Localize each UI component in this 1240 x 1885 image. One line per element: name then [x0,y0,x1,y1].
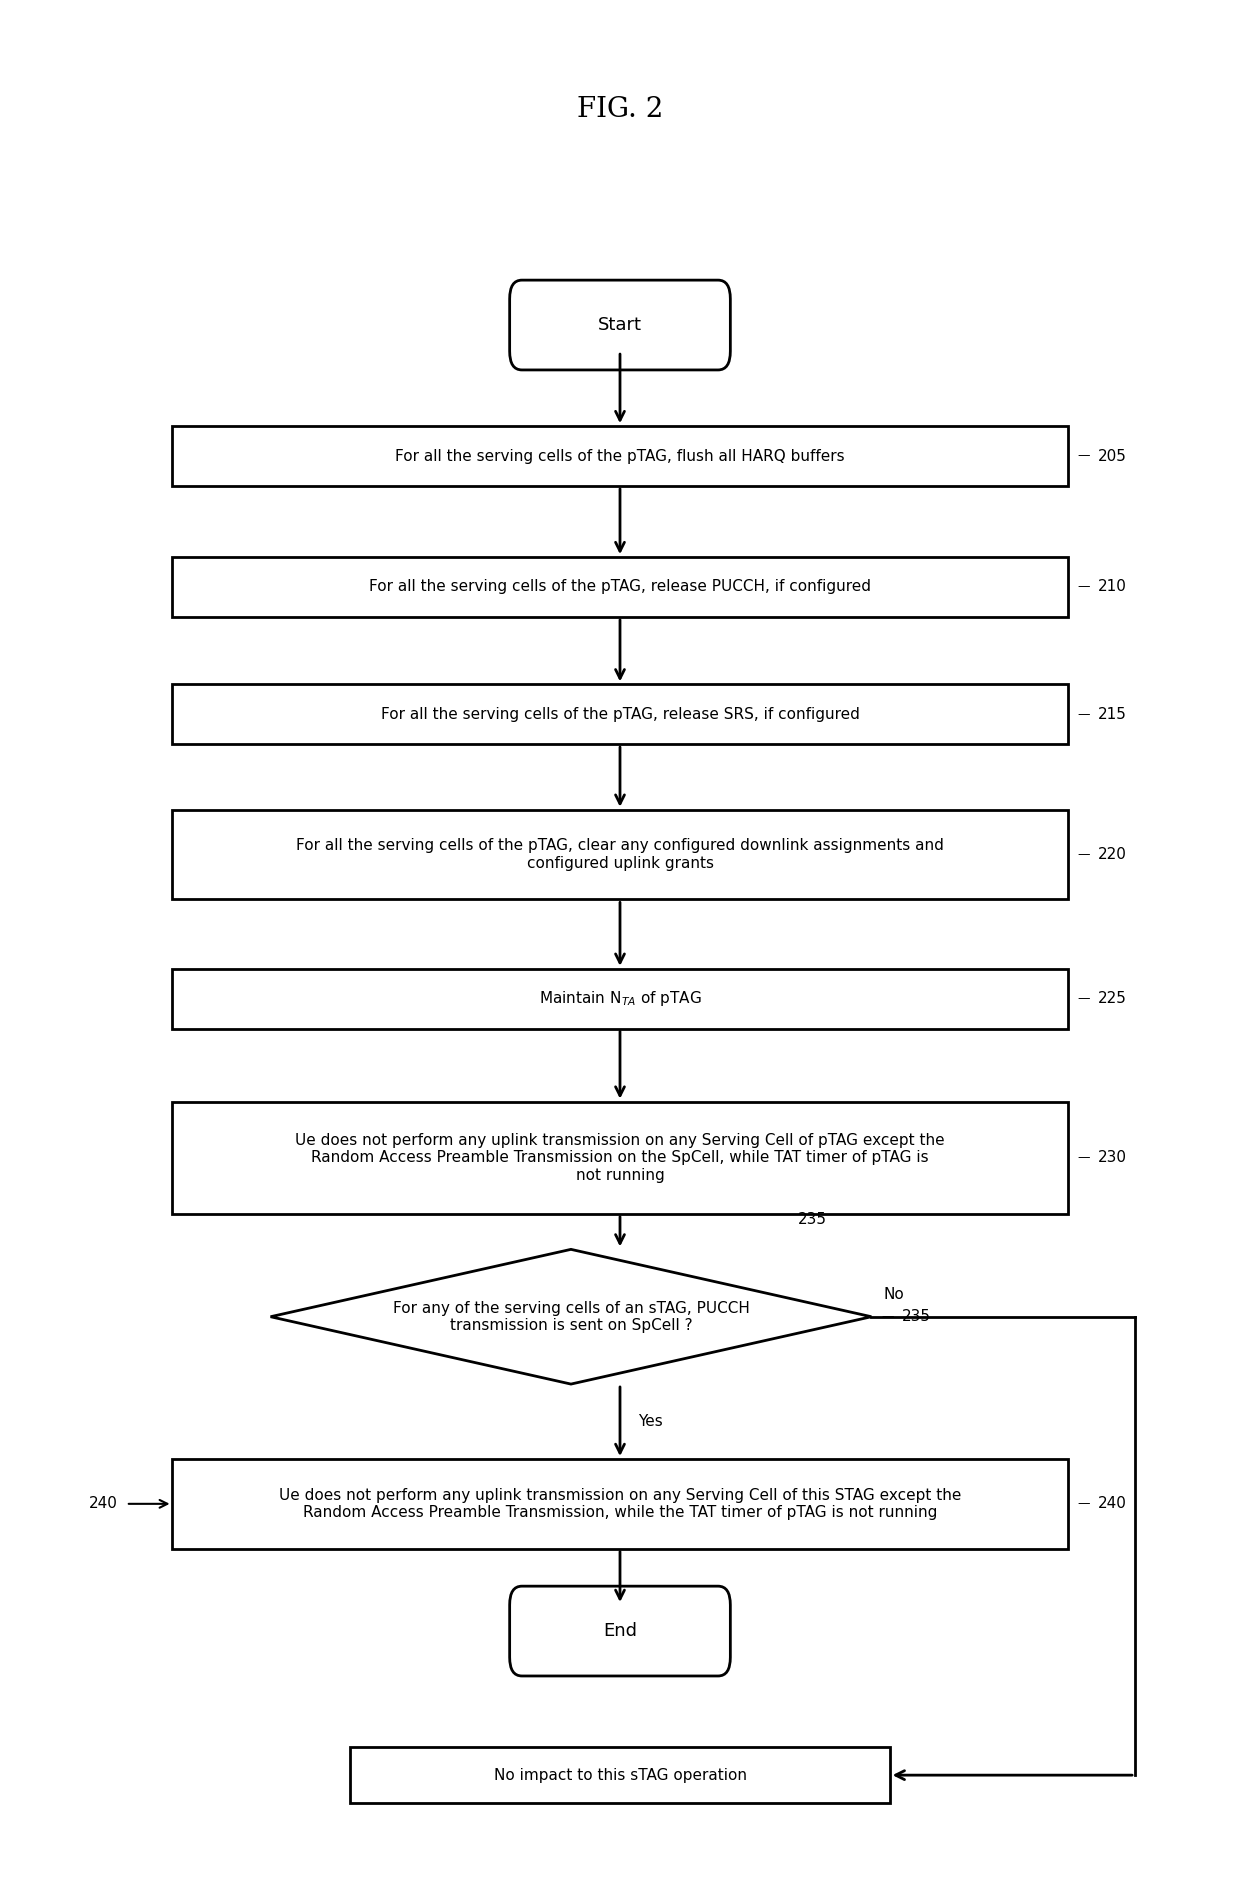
Text: Maintain N$_{TA}$ of pTAG: Maintain N$_{TA}$ of pTAG [538,990,702,1008]
Bar [172,969,1068,1029]
Text: For all the serving cells of the pTAG, clear any configured downlink assignments: For all the serving cells of the pTAG, c… [296,839,944,871]
Text: Yes: Yes [639,1414,663,1429]
Text: For all the serving cells of the pTAG, release PUCCH, if configured: For all the serving cells of the pTAG, r… [370,579,870,594]
Bar [172,684,1068,745]
Text: Start: Start [598,317,642,334]
Text: 240: 240 [1099,1497,1127,1512]
Text: For all the serving cells of the pTAG, flush all HARQ buffers: For all the serving cells of the pTAG, f… [396,449,844,464]
Text: 220: 220 [1099,846,1127,861]
Bar [172,558,1068,616]
Text: Ue does not perform any uplink transmission on any Serving Cell of pTAG except t: Ue does not perform any uplink transmiss… [295,1133,945,1182]
Text: 230: 230 [1099,1150,1127,1165]
Text: —: — [1078,707,1090,720]
Bar [172,1459,1068,1549]
FancyBboxPatch shape [510,281,730,369]
Text: 235: 235 [901,1310,931,1325]
Text: FIG. 2: FIG. 2 [577,96,663,123]
Text: —: — [882,1310,894,1323]
Bar [350,1747,890,1804]
FancyBboxPatch shape [510,1585,730,1676]
Text: —: — [1078,1497,1090,1510]
Text: End: End [603,1623,637,1640]
Text: —: — [1078,848,1090,861]
Bar [172,426,1068,486]
Text: 235: 235 [797,1212,827,1227]
Text: For any of the serving cells of an sTAG, PUCCH
transmission is sent on SpCell ?: For any of the serving cells of an sTAG,… [393,1301,749,1333]
Text: 225: 225 [1099,992,1127,1007]
Text: 240: 240 [88,1497,118,1512]
Text: Ue does not perform any uplink transmission on any Serving Cell of this STAG exc: Ue does not perform any uplink transmiss… [279,1487,961,1519]
Text: —: — [1078,449,1090,462]
Text: No impact to this sTAG operation: No impact to this sTAG operation [494,1768,746,1783]
Text: —: — [1078,992,1090,1005]
Text: For all the serving cells of the pTAG, release SRS, if configured: For all the serving cells of the pTAG, r… [381,707,859,722]
Text: 205: 205 [1099,449,1127,464]
Bar [172,811,1068,899]
Polygon shape [270,1250,872,1384]
Text: 215: 215 [1099,707,1127,722]
Bar [172,1101,1068,1214]
Text: 210: 210 [1099,579,1127,594]
Text: —: — [1078,1152,1090,1165]
Text: No: No [884,1287,904,1303]
Text: —: — [1078,581,1090,594]
